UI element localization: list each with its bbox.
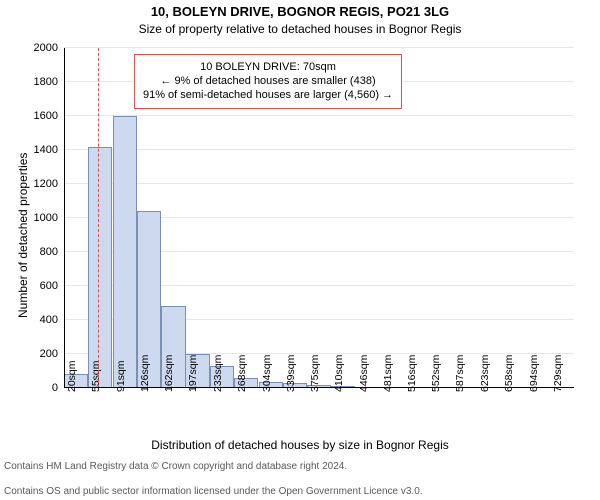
y-tick-label: 1200 xyxy=(34,178,64,190)
y-tick-label: 1800 xyxy=(34,76,64,88)
y-gridline xyxy=(64,115,574,116)
y-gridline xyxy=(64,47,574,48)
y-tick-label: 600 xyxy=(40,280,64,292)
y-tick-label: 400 xyxy=(40,314,64,326)
title-line-2: Size of property relative to detached ho… xyxy=(139,22,462,36)
chart-subtitle: Size of property relative to detached ho… xyxy=(0,22,600,36)
y-axis-label: Number of detached properties xyxy=(16,153,30,318)
plot-area: 020040060080010001200140016001800200020s… xyxy=(64,48,574,388)
y-tick-label: 800 xyxy=(40,246,64,258)
chart-title: 10, BOLEYN DRIVE, BOGNOR REGIS, PO21 3LG xyxy=(0,4,600,19)
histogram-bar xyxy=(88,147,112,388)
chart-container: 10, BOLEYN DRIVE, BOGNOR REGIS, PO21 3LG… xyxy=(0,0,600,500)
x-axis-spine xyxy=(64,387,574,388)
y-tick-label: 1400 xyxy=(34,144,64,156)
footer-attribution: Contains HM Land Registry data © Crown c… xyxy=(4,448,423,498)
annotation-line: 91% of semi-detached houses are larger (… xyxy=(143,89,393,103)
annotation-line: ← 9% of detached houses are smaller (438… xyxy=(143,75,393,89)
y-axis-spine xyxy=(64,48,65,388)
property-marker-line xyxy=(98,48,99,388)
y-tick-label: 2000 xyxy=(34,42,64,54)
y-gridline xyxy=(64,149,574,150)
annotation-box: 10 BOLEYN DRIVE: 70sqm← 9% of detached h… xyxy=(134,54,402,109)
y-gridline xyxy=(64,183,574,184)
y-tick-label: 0 xyxy=(52,382,64,394)
y-tick-label: 1600 xyxy=(34,110,64,122)
histogram-bar xyxy=(113,116,137,388)
footer-line-2: Contains OS and public sector informatio… xyxy=(4,486,423,497)
footer-line-1: Contains HM Land Registry data © Crown c… xyxy=(4,461,347,472)
title-line-1: 10, BOLEYN DRIVE, BOGNOR REGIS, PO21 3LG xyxy=(151,4,449,19)
annotation-line: 10 BOLEYN DRIVE: 70sqm xyxy=(143,61,393,75)
y-tick-label: 200 xyxy=(40,348,64,360)
y-tick-label: 1000 xyxy=(34,212,64,224)
